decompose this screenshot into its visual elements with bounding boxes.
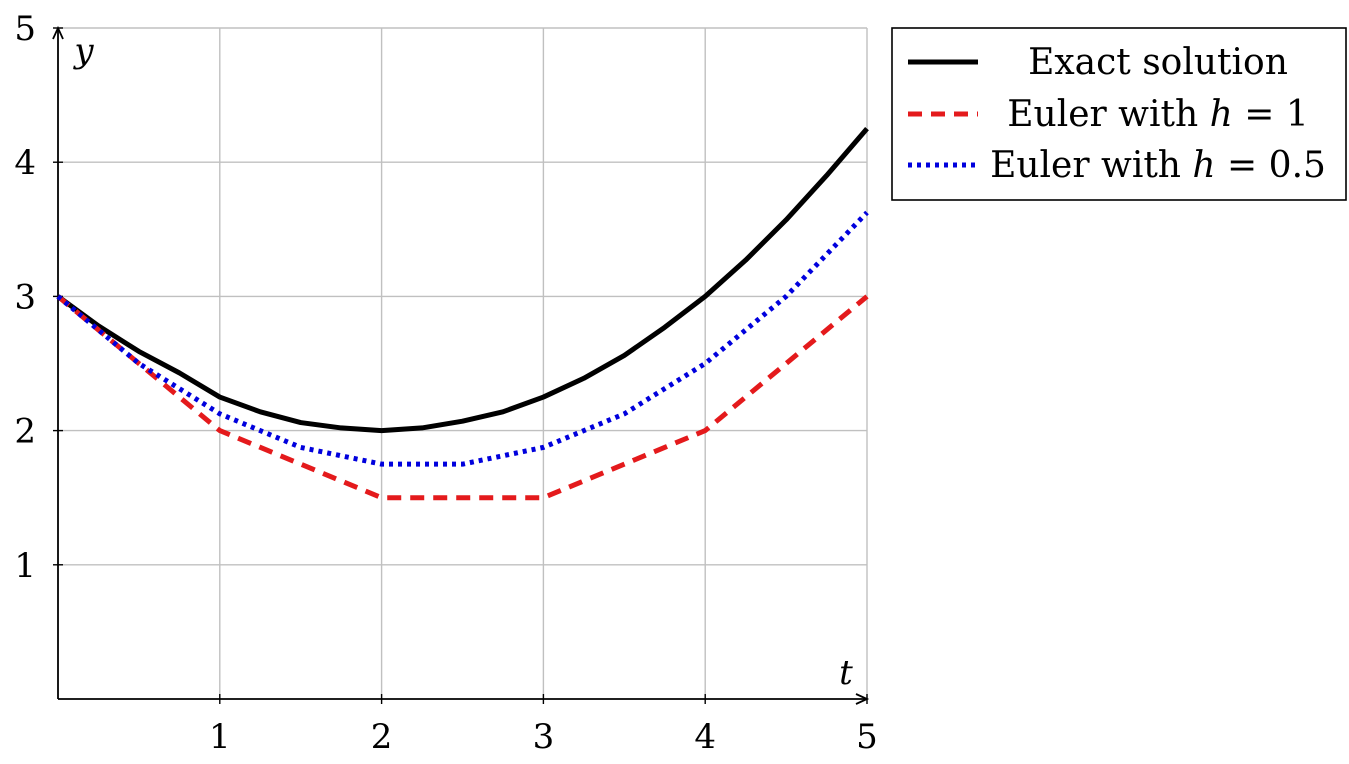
legend-entry: Euler with h = 1: [1007, 94, 1309, 135]
x-tick-label: 3: [533, 717, 555, 757]
legend-entry-value: = 0.5: [1216, 145, 1326, 186]
y-axis-label: y: [72, 31, 94, 71]
series-group: [56, 127, 869, 501]
legend-entry-variable: h: [1192, 145, 1215, 186]
y-tick-label: 4: [14, 143, 36, 183]
legend-entry: Euler with h = 0.5: [990, 145, 1326, 186]
legend-entry-text: Euler with: [990, 145, 1192, 186]
series-line: [56, 210, 869, 467]
y-tick-label: 2: [14, 412, 36, 452]
legend-entry-value: = 1: [1233, 94, 1309, 135]
y-tick-label: 1: [14, 546, 36, 586]
legend-entry-variable: h: [1210, 94, 1233, 135]
legend-entry: Exact solution: [1028, 42, 1288, 83]
x-axis-label: t: [839, 653, 853, 693]
ticks: 1 2 3 4 5 1 2 3 4 5: [14, 9, 877, 757]
x-tick-label: 5: [856, 717, 878, 757]
x-tick-label: 2: [371, 717, 393, 757]
legend-entry-text: Euler with: [1007, 94, 1209, 135]
y-tick-label: 3: [14, 277, 36, 317]
grid: [58, 27, 868, 699]
legend-entry-text: Exact solution: [1028, 42, 1288, 83]
x-tick-label: 1: [209, 717, 231, 757]
series-line: [56, 127, 869, 434]
y-tick-label: 5: [14, 9, 36, 49]
series-line: [56, 294, 869, 501]
x-tick-label: 4: [694, 717, 716, 757]
axes: [52, 25, 870, 705]
